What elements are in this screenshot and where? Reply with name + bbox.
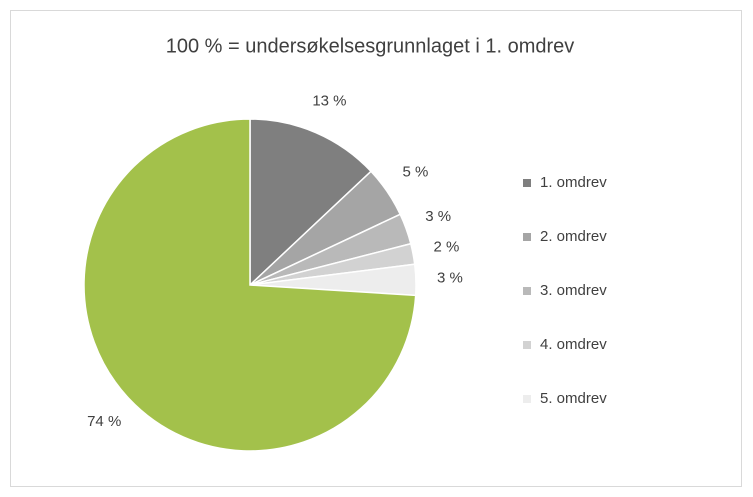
data-label: 5 % [402, 164, 428, 181]
legend-label: 2. omdrev [540, 228, 607, 245]
data-label: 2 % [434, 238, 460, 255]
data-label: 13 % [312, 92, 346, 109]
chart-title: 100 % = undersøkelsesgrunnlaget i 1. omd… [166, 35, 575, 57]
data-label: 3 % [425, 208, 451, 225]
data-label: 3 % [437, 270, 463, 287]
legend-swatch [523, 395, 531, 403]
legend-label: 3. omdrev [540, 282, 607, 299]
data-label: 74 % [87, 413, 121, 430]
legend-label: 1. omdrev [540, 174, 607, 191]
legend-swatch [523, 179, 531, 187]
pie-slice [249, 118, 373, 287]
legend-label: 4. omdrev [540, 336, 607, 353]
legend-swatch [523, 341, 531, 349]
pie-slice [83, 118, 417, 452]
legend-label: 5. omdrev [540, 390, 607, 407]
legend-swatch [523, 233, 531, 241]
legend-swatch [523, 287, 531, 295]
